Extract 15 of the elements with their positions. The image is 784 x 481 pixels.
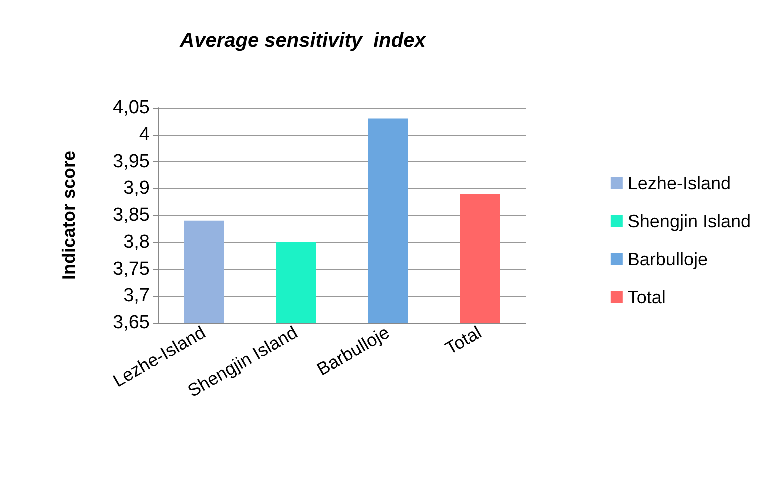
- legend-label: Lezhe-Island: [628, 174, 731, 194]
- y-tick-label: 4,05: [113, 98, 150, 118]
- legend-label: Barbulloje: [628, 250, 708, 270]
- y-tick-label: 3,7: [124, 286, 150, 307]
- x-tick-label: Total: [442, 322, 485, 359]
- y-tick-label: 3,75: [113, 258, 150, 280]
- legend-label: Total: [628, 288, 666, 308]
- y-tick-label: 3,8: [124, 232, 150, 253]
- y-tick-label: 3,9: [124, 178, 150, 200]
- y-axis-title: Indicator score: [59, 150, 79, 280]
- y-tick-label: 3,85: [113, 205, 150, 226]
- chart-title: Average sensitivity index: [179, 30, 427, 52]
- y-tick-label: 4: [139, 124, 150, 146]
- legend-label: Shengjin Island: [628, 212, 752, 232]
- y-tick-label: 3,95: [113, 151, 150, 172]
